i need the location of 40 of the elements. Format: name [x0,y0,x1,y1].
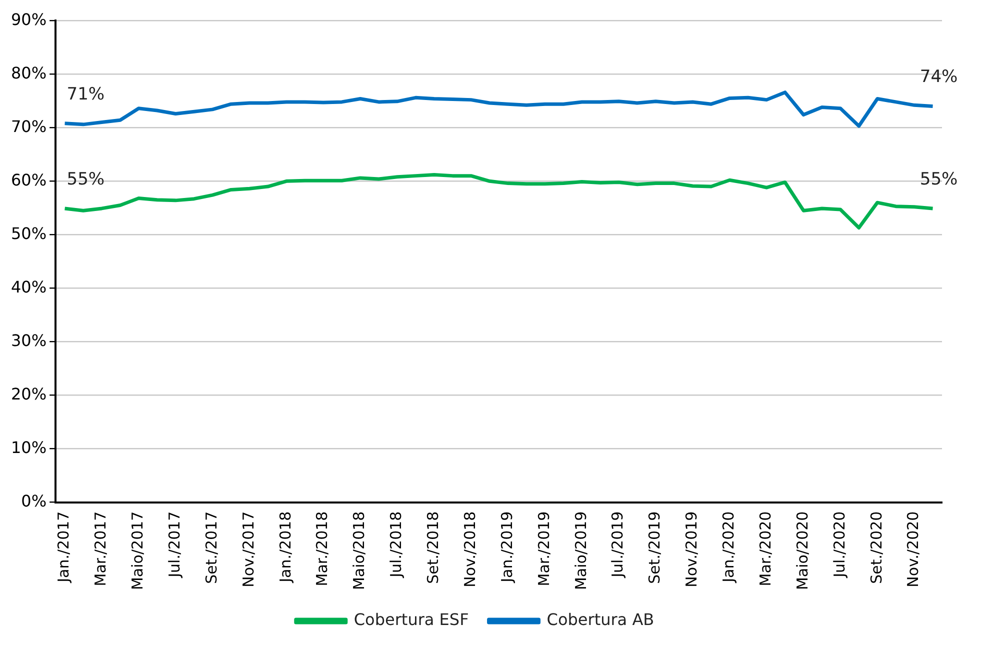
x-tick-label: Nov./2018 [460,511,479,588]
y-tick-label: 60% [11,170,47,190]
x-tick-label: Nov./2020 [904,511,922,588]
y-tick-label: 80% [11,63,47,82]
y-tick-label: 10% [11,438,47,457]
legend-label: Cobertura AB [546,610,654,630]
x-tick-label: Jan./2019 [498,511,516,584]
y-tick-label: 30% [11,330,47,350]
y-tick-label: 70% [11,116,47,136]
x-tick-label: Mar./2020 [756,511,774,586]
y-tick-label: 90% [11,10,47,29]
y-tick-label: 40% [11,277,47,296]
x-tick-label: Mar./2018 [313,511,332,586]
y-tick-label: 0% [21,491,47,510]
x-tick-label: Set./2019 [646,511,664,584]
x-tick-label: Set./2020 [867,511,886,584]
y-tick-label: 20% [11,384,47,404]
x-tick-label: Jul./2020 [830,511,848,578]
y-tick-label: 50% [11,224,47,243]
x-tick-label: Maio/2019 [572,511,590,590]
x-tick-label: Jan./2020 [720,511,738,584]
data-label: 55% [66,169,105,190]
x-tick-label: Maio/2020 [793,511,812,590]
x-tick-label: Set./2017 [202,511,220,584]
x-tick-label: Jul./2017 [165,511,184,578]
x-tick-label: Jan./2018 [276,511,294,584]
data-label: 71% [66,84,105,104]
x-tick-label: Nov./2017 [239,511,258,588]
x-tick-label: Mar./2019 [534,511,553,586]
data-label: 74% [920,67,958,88]
x-tick-label: Jul./2018 [387,511,406,578]
x-tick-label: Jan./2017 [54,511,73,584]
x-tick-label: Mar./2017 [92,511,110,586]
x-tick-label: Maio/2018 [350,511,368,590]
data-label: 55% [920,169,958,190]
x-tick-label: Jul./2019 [608,511,627,578]
x-tick-label: Set./2018 [424,511,442,584]
x-tick-label: Maio/2017 [128,511,147,590]
legend-label: Cobertura ESF [354,610,469,630]
x-tick-label: Nov./2019 [682,511,701,588]
